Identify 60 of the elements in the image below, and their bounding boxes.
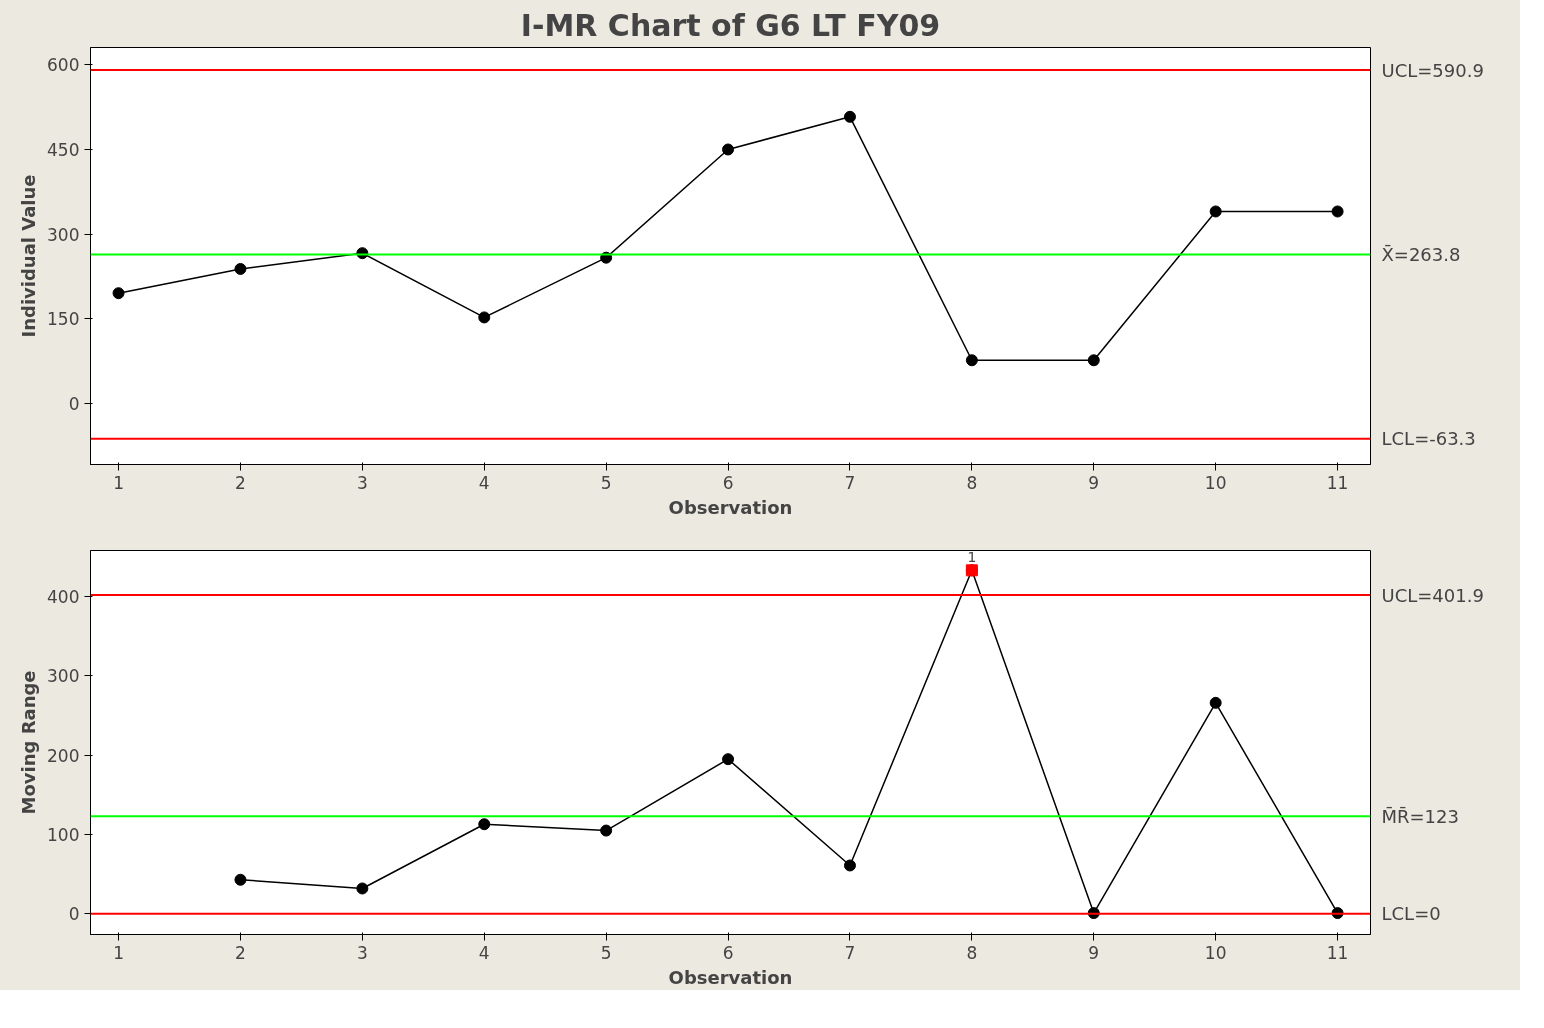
x-tick-label: 2 <box>235 472 246 493</box>
y-axis-title: Moving Range <box>18 670 40 815</box>
x-tick-label: 1 <box>113 472 124 493</box>
y-tick-label: 300 <box>47 224 80 245</box>
point <box>478 311 491 324</box>
x-tick-label: 11 <box>1326 942 1349 963</box>
x-tick-label: 11 <box>1326 472 1349 493</box>
point <box>1087 354 1100 367</box>
x-tick-label: 3 <box>356 472 368 493</box>
point <box>1209 205 1222 218</box>
y-tick-label: 200 <box>47 745 80 766</box>
ref-line-label: M̄R̄=123 <box>1381 805 1459 827</box>
ref-line-label: LCL=0 <box>1381 903 1441 925</box>
x-tick-label: 1 <box>113 942 124 963</box>
x-tick-label: 6 <box>722 472 734 493</box>
y-tick-label: 150 <box>47 309 80 330</box>
x-tick-label: 9 <box>1088 472 1100 493</box>
x-tick-label: 10 <box>1204 472 1227 493</box>
ref-line-label: UCL=401.9 <box>1381 584 1484 606</box>
point <box>843 859 856 872</box>
y-tick-label: 0 <box>68 393 80 414</box>
point <box>234 873 247 886</box>
x-axis-title: Observation <box>668 496 793 518</box>
point <box>1209 696 1222 709</box>
x-tick-label: 5 <box>600 942 612 963</box>
point <box>1331 205 1344 218</box>
annotation: 1 <box>967 549 977 566</box>
x-tick-label: 7 <box>844 472 856 493</box>
point <box>234 262 247 275</box>
y-tick-label: 450 <box>47 140 80 160</box>
y-tick-label: 100 <box>47 825 80 846</box>
point <box>843 110 856 123</box>
point <box>478 818 491 831</box>
x-tick-label: 9 <box>1088 942 1100 963</box>
y-tick-label: 300 <box>47 666 80 687</box>
x-tick-label: 5 <box>600 472 612 493</box>
point <box>722 143 735 156</box>
point <box>722 753 735 766</box>
x-tick-label: 3 <box>356 942 368 963</box>
x-axis-title: Observation <box>668 966 793 988</box>
point <box>600 824 613 837</box>
x-tick-label: 4 <box>478 472 490 493</box>
x-tick-label: 2 <box>235 942 246 963</box>
point <box>356 882 369 895</box>
chart-title: I-MR Chart of G6 LT FY09 <box>520 7 941 43</box>
y-tick-label: 600 <box>47 55 80 76</box>
point <box>112 287 125 300</box>
x-tick-label: 8 <box>966 942 978 963</box>
x-tick-label: 6 <box>722 942 734 963</box>
ref-line-label: UCL=590.9 <box>1381 59 1484 81</box>
y-tick-label: 0 <box>68 904 80 925</box>
x-tick-label: 7 <box>844 942 856 963</box>
ref-line-label: LCL=-63.3 <box>1381 428 1476 450</box>
y-axis-title: Individual Value <box>18 174 40 338</box>
ref-line-label: X̄=263.8 <box>1381 243 1461 265</box>
point <box>965 354 978 367</box>
x-tick-label: 8 <box>966 472 978 493</box>
x-tick-label: 10 <box>1204 942 1227 963</box>
x-tick-label: 4 <box>478 942 490 963</box>
y-tick-label: 400 <box>47 587 80 608</box>
